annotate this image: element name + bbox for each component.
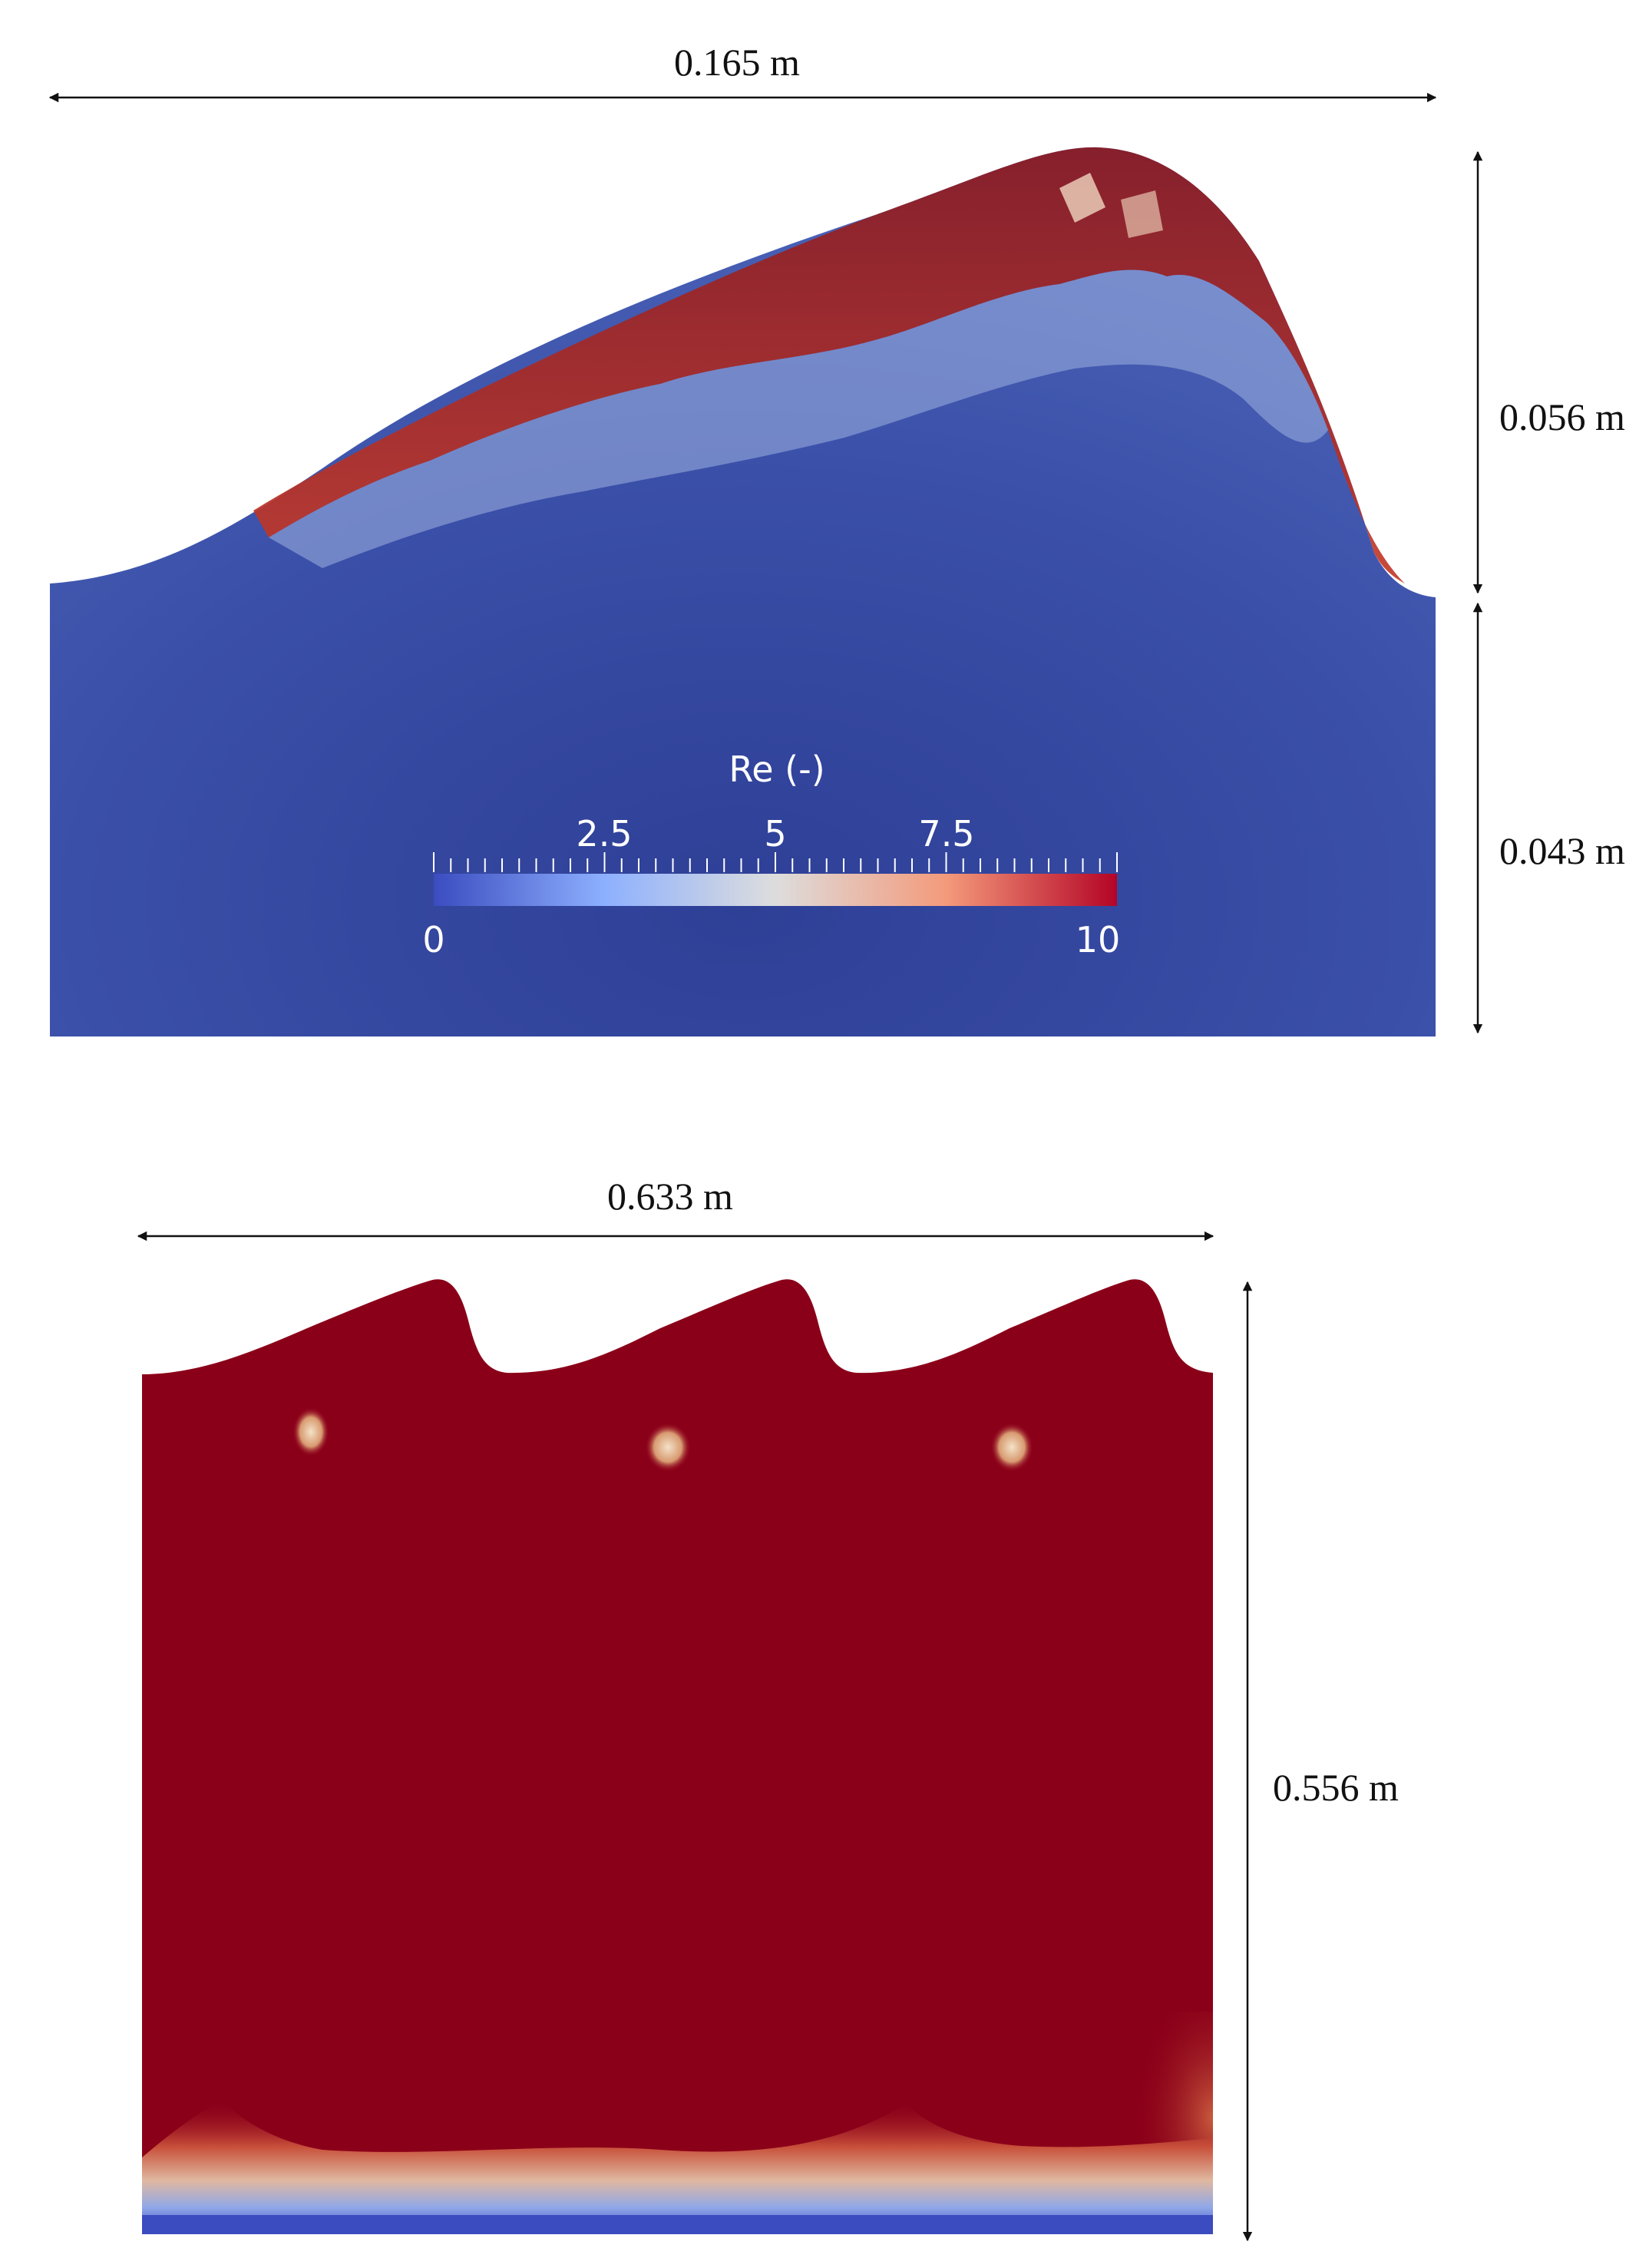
top-ripple-red-edge (253, 147, 1405, 584)
top-ripple-transition-band (269, 269, 1328, 568)
colorbar-ticks (433, 852, 1118, 872)
colorbar-tick-label: 2.5 (576, 813, 632, 855)
re-colorbar: Re (-) 2.5 5 7.5 0 10 (422, 749, 1120, 960)
colorbar-tick-label: 7.5 (918, 813, 974, 855)
bottom-wall-layer (142, 2215, 1213, 2234)
top-panel: 0.165 m Re (-) 2.5 5 7.5 0 10 0.056 m 0.… (48, 41, 1625, 1037)
bottom-domain-body (142, 1279, 1213, 2234)
colorbar-tick-label: 5 (764, 813, 786, 855)
colorbar-max-label: 10 (1076, 919, 1121, 960)
top-crest-pale-cell (1121, 190, 1163, 238)
bottom-height-label: 0.556 m (1273, 1766, 1399, 1809)
bottom-width-label: 0.633 m (607, 1175, 733, 1218)
top-width-label: 0.165 m (674, 41, 800, 84)
top-crest-height-label: 0.056 m (1499, 395, 1625, 438)
colorbar-gradient (434, 874, 1117, 906)
top-base-height-label: 0.043 m (1499, 829, 1625, 872)
colorbar-title: Re (-) (729, 749, 824, 790)
top-ripple-body (50, 147, 1436, 1037)
bottom-crest-spot (990, 1423, 1033, 1472)
bottom-panel: 0.633 m 0.556 m (137, 1175, 1399, 2242)
bottom-crest-spot (645, 1423, 691, 1472)
bottom-crest-spot (292, 1407, 329, 1456)
top-crest-pale-cell (1059, 173, 1105, 223)
colorbar-min-label: 0 (422, 919, 444, 960)
bottom-boundary-band (142, 2100, 1213, 2234)
